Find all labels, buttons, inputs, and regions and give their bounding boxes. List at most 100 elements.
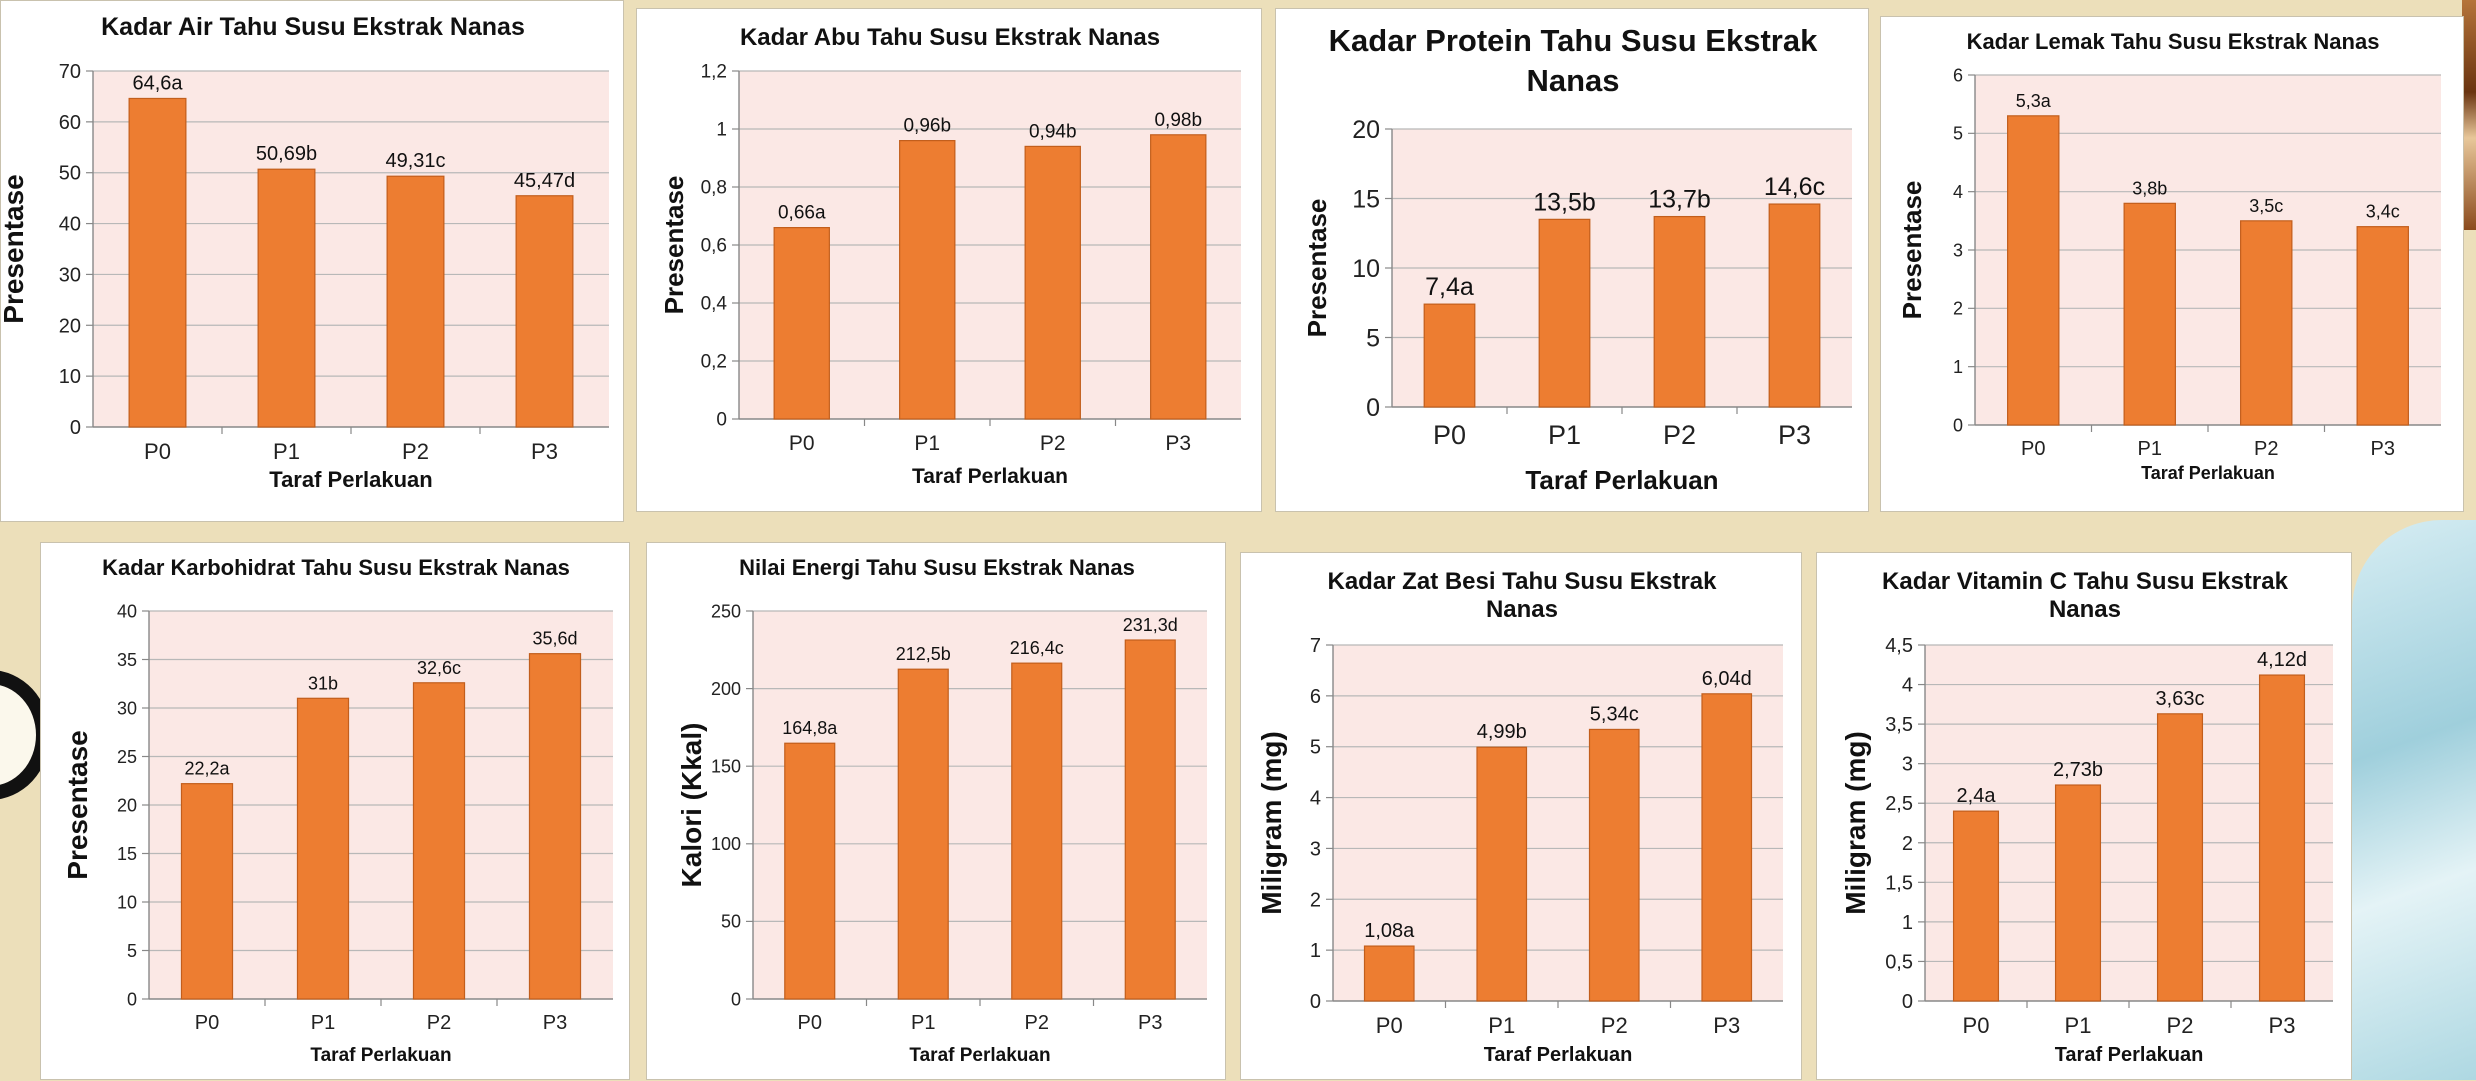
y-tick-label: 15 [117,844,137,864]
chart-title: Kadar Karbohidrat Tahu Susu Ekstrak Nana… [102,555,570,580]
bar-P1 [899,140,956,420]
bar-P1 [1476,746,1528,1002]
data-label: 5,3a [2016,91,2052,111]
bar-P0 [180,783,234,1000]
chart-2: 0 5 10 15 20 7,4a P0 13,5b P1 13,7b P2 14,6c P3 Kadar… [1302,23,1852,495]
chart-panel-7: 0 0,5 1 1,5 2 2,5 3 3,5 4 4,5 2,4a P0 2,73b P1 3,63c P2… [1816,552,2352,1080]
x-tick-label: P2 [427,1012,451,1034]
y-tick-label: 10 [117,892,137,912]
y-tick-label: 0,4 [701,294,728,315]
data-label: 0,98b [1154,110,1202,131]
data-label: 49,31c [385,150,445,172]
data-label: 3,63c [2156,688,2205,710]
y-axis-label: Miligram (mg) [1256,731,1287,915]
data-label: 3,8b [2132,178,2167,198]
data-label: 0,94b [1029,121,1077,142]
data-label: 3,4c [2366,202,2400,222]
x-tick-label: P1 [311,1012,335,1034]
data-label: 22,2a [184,759,230,779]
y-axis-label: Presentase [1302,199,1332,338]
y-tick-label: 70 [59,61,81,83]
y-axis-label: Presentase [659,176,689,315]
chart-0: 0 10 20 30 40 50 60 70 64,6a P0 50,69b P1 49,31c P2 45… [1,13,609,492]
bar-P3 [1150,134,1207,420]
y-tick-label: 1 [1953,357,1963,377]
data-label: 3,5c [2249,196,2283,216]
data-label: 4,99b [1477,721,1527,743]
bar-P1 [1538,218,1591,408]
x-tick-label: P0 [1376,1013,1403,1038]
y-tick-label: 35 [117,650,137,670]
y-tick-label: 3 [1953,240,1963,260]
x-tick-label: P2 [1663,420,1696,450]
y-tick-label: 3,5 [1885,714,1913,736]
x-tick-label: P2 [1601,1013,1628,1038]
data-label: 32,6c [417,658,461,678]
bar-P0 [784,742,836,1000]
y-tick-label: 0 [127,989,137,1009]
y-tick-label: 50 [721,912,741,932]
bar-P2 [1011,662,1063,1000]
bar-P2 [2240,220,2293,426]
bar-P0 [2007,115,2060,426]
bar-P3 [1124,639,1176,1000]
x-tick-label: P3 [1778,420,1811,450]
chart-panel-4: 0 5 10 15 20 25 30 35 40 22,2a P0 31b P1 32,6c P2 35,6d… [40,542,630,1080]
y-tick-label: 40 [59,214,81,236]
y-tick-label: 25 [117,747,137,767]
y-tick-label: 3 [1902,754,1913,776]
bar-P2 [1653,215,1706,408]
x-tick-label: P0 [195,1012,219,1034]
y-tick-label: 200 [711,679,741,699]
data-label: 6,04d [1702,668,1752,690]
bar-P0 [1363,945,1415,1002]
y-tick-label: 4 [1310,788,1321,810]
y-tick-label: 1 [1310,940,1321,962]
y-tick-label: 6 [1953,65,1963,85]
y-tick-label: 0 [1953,415,1963,435]
x-tick-label: P1 [1488,1013,1515,1038]
bar-P3 [528,653,582,1000]
chart-title: Kadar Protein Tahu Susu Ekstrak [1329,23,1818,58]
data-label: 50,69b [256,143,317,165]
x-tick-label: P0 [1433,420,1466,450]
chart-title: Nanas [2049,596,2121,623]
x-axis-label: Taraf Perlakuan [269,467,432,492]
chart-5: 0 50 100 150 200 250 164,8a P0 212,5b P1 216,4c P2 2… [676,555,1207,1066]
y-tick-label: 6 [1310,686,1321,708]
data-label: 4,12d [2257,649,2307,671]
bar-P0 [1952,810,2000,1002]
x-axis-label: Taraf Perlakuan [310,1045,451,1066]
y-tick-label: 10 [59,366,81,388]
x-tick-label: P0 [789,432,815,455]
y-axis-label: Presentase [1,174,29,323]
x-axis-label: Taraf Perlakuan [1484,1044,1633,1066]
decorative-edge-image [2462,0,2476,230]
x-tick-label: P0 [1963,1013,1990,1038]
data-label: 35,6d [532,629,577,649]
chart-title: Kadar Zat Besi Tahu Susu Ekstrak [1327,568,1717,595]
y-tick-label: 4 [1953,182,1963,202]
data-label: 5,34c [1590,703,1639,725]
chart-title: Kadar Abu Tahu Susu Ekstrak Nanas [740,24,1160,51]
x-tick-label: P1 [914,432,940,455]
x-axis-label: Taraf Perlakuan [2055,1044,2204,1066]
x-tick-label: P3 [543,1012,567,1034]
bar-P2 [412,682,466,1000]
y-tick-label: 1,2 [701,62,727,83]
chart-4: 0 5 10 15 20 25 30 35 40 22,2a P0 31b P1 32,6c P2 35,6d… [62,555,613,1066]
x-tick-label: P3 [2371,438,2395,460]
y-tick-label: 150 [711,757,741,777]
y-tick-label: 2 [1902,833,1913,855]
data-label: 14,6c [1764,173,1825,201]
y-tick-label: 0 [716,410,727,431]
chart-1: 0 0,2 0,4 0,6 0,8 1 1,2 0,66a P0 0,96b P1 0,94b P2 0,… [659,24,1241,488]
y-tick-label: 30 [59,264,81,286]
y-tick-label: 2,5 [1885,793,1913,815]
chart-title: Kadar Lemak Tahu Susu Ekstrak Nanas [1967,29,2380,54]
x-axis-label: Taraf Perlakuan [2141,463,2275,483]
data-label: 1,08a [1364,920,1415,942]
x-tick-label: P2 [2167,1013,2194,1038]
bar-P1 [2123,202,2176,426]
y-axis-label: Miligram (mg) [1840,731,1871,915]
